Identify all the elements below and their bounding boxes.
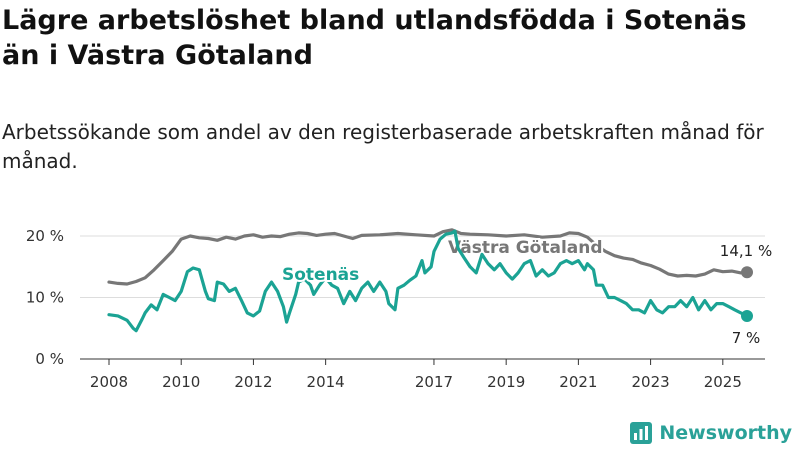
chart-subtitle: Arbetssökande som andel av den registerb…	[2, 120, 764, 173]
series-line-sotenas	[107, 229, 749, 333]
brand-name: Newsworthy	[659, 422, 792, 444]
x-tick-label: 2025	[704, 373, 742, 391]
end-point-vastra-gotaland	[741, 266, 753, 279]
series-line-vastra-gotaland	[107, 228, 749, 286]
brand-logo[interactable]: Newsworthy	[629, 421, 792, 445]
y-tick-label: 20 %	[26, 227, 64, 245]
end-label-sotenas: 7 %	[732, 329, 761, 347]
x-tick-label: 2019	[487, 373, 525, 391]
y-tick-label: 0 %	[35, 350, 64, 368]
newsworthy-logo-icon	[630, 422, 653, 444]
series-label-vastra-gotaland: Västra Götaland	[448, 238, 603, 258]
y-tick-label: 10 %	[26, 289, 64, 307]
end-point-sotenas	[741, 309, 753, 322]
x-tick-label: 2010	[162, 373, 200, 391]
x-tick-label: 2021	[559, 373, 597, 391]
end-label-vastra-gotaland: 14,1 %	[720, 242, 772, 260]
x-tick-label: 2014	[307, 373, 345, 391]
x-tick-label: 2023	[632, 373, 670, 391]
series-label-sotenas: Sotenäs	[282, 265, 359, 285]
x-tick-label: 2017	[415, 373, 453, 391]
x-tick-label: 2008	[90, 373, 128, 391]
x-tick-label: 2012	[234, 373, 272, 391]
chart-title: Lägre arbetslöshet bland utlandsfödda i …	[2, 5, 747, 71]
